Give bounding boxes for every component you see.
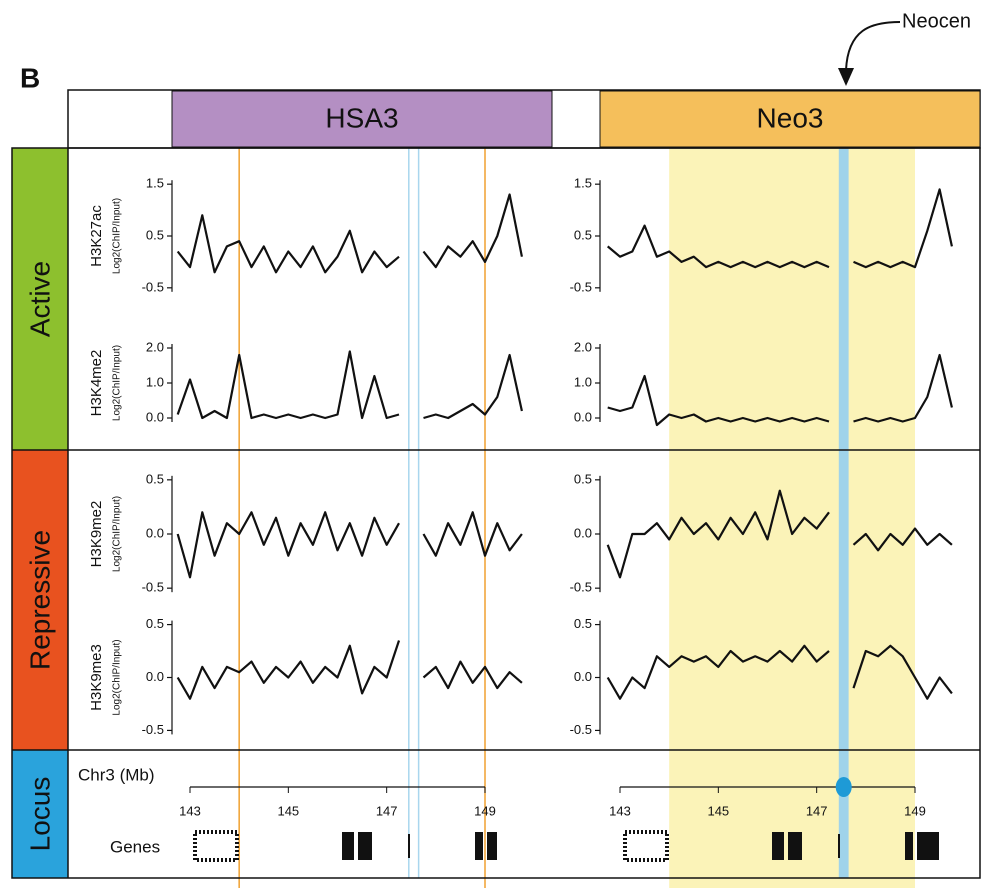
- arrow: [845, 21, 901, 71]
- track-title: H3K9me3: [88, 644, 105, 711]
- x-tick-label: 149: [904, 803, 926, 818]
- signal-track: [176, 511, 523, 579]
- hsa3-header: [171, 90, 553, 148]
- highlight: [669, 148, 915, 888]
- y-tick-label: 0.5: [574, 471, 592, 486]
- arrow-head: [838, 68, 854, 86]
- track-title: H3K9me2: [88, 501, 105, 568]
- body-frame: [11, 147, 981, 879]
- y-axis-label: Log2(ChIP/Input): [112, 496, 123, 572]
- y-tick-label: -0.5: [142, 279, 164, 294]
- y-tick-label: 0.0: [146, 669, 164, 684]
- genes: [193, 830, 939, 862]
- y-tick-label: 1.5: [574, 176, 592, 191]
- x-tick-label: 143: [179, 803, 201, 818]
- y-tick-label: 1.5: [146, 176, 164, 191]
- panel-label: B: [20, 62, 40, 93]
- y-axis-label: Log2(ChIP/Input): [112, 639, 123, 715]
- x-tick-label: 147: [806, 803, 828, 818]
- locus-label: Chr3 (Mb): [78, 765, 155, 784]
- row-label: Locus: [24, 777, 55, 852]
- header-text: HSA3: [325, 102, 398, 133]
- header-text: Neo3: [757, 102, 824, 133]
- y-tick-label: 0.0: [146, 525, 164, 540]
- y-tick-label: 0.5: [146, 616, 164, 631]
- x-tick-label: 147: [376, 803, 398, 818]
- y-tick-label: -0.5: [570, 722, 592, 737]
- neocentromere-band: [838, 148, 849, 878]
- x-tick-label: 145: [277, 803, 299, 818]
- neo3-header: [599, 90, 981, 148]
- row-band: [12, 450, 68, 750]
- x-tick-label: 143: [609, 803, 631, 818]
- signal-track: [606, 644, 953, 700]
- genes-label: Genes: [110, 837, 160, 856]
- y-tick-label: 0.0: [574, 669, 592, 684]
- row-band: [12, 148, 68, 450]
- track-title: H3K27ac: [88, 205, 105, 267]
- row-label: Active: [24, 261, 55, 337]
- signal-track: [606, 489, 953, 579]
- y-tick-label: -0.5: [142, 580, 164, 595]
- signal-track: [176, 640, 523, 700]
- annotation: Neocen: [902, 10, 971, 32]
- signal-track: [176, 350, 523, 420]
- y-tick-label: 0.0: [574, 409, 592, 424]
- y-tick-label: 2.0: [574, 339, 592, 354]
- signal-track: [176, 193, 523, 274]
- y-tick-label: 0.0: [574, 525, 592, 540]
- y-tick-label: 1.0: [146, 374, 164, 389]
- signal-track: [606, 188, 953, 269]
- y-tick-label: -0.5: [570, 279, 592, 294]
- y-tick-label: 0.0: [146, 409, 164, 424]
- y-tick-label: -0.5: [570, 580, 592, 595]
- y-tick-label: 0.5: [574, 227, 592, 242]
- row-label: Repressive: [24, 530, 55, 670]
- x-tick-label: 145: [707, 803, 729, 818]
- x-tick-label: 149: [474, 803, 496, 818]
- neocentromere-marker: [835, 777, 852, 797]
- row-band: [12, 750, 68, 878]
- track-title: H3K4me2: [88, 350, 105, 417]
- y-axis-label: Log2(ChIP/Input): [112, 198, 123, 274]
- y-tick-label: 2.0: [146, 339, 164, 354]
- signal-track: [607, 353, 953, 427]
- y-tick-label: 0.5: [146, 471, 164, 486]
- y-tick-label: 0.5: [146, 227, 164, 242]
- y-tick-label: 0.5: [574, 616, 592, 631]
- y-tick-label: -0.5: [142, 722, 164, 737]
- y-tick-label: 1.0: [574, 374, 592, 389]
- y-axis-label: Log2(ChIP/Input): [112, 345, 123, 421]
